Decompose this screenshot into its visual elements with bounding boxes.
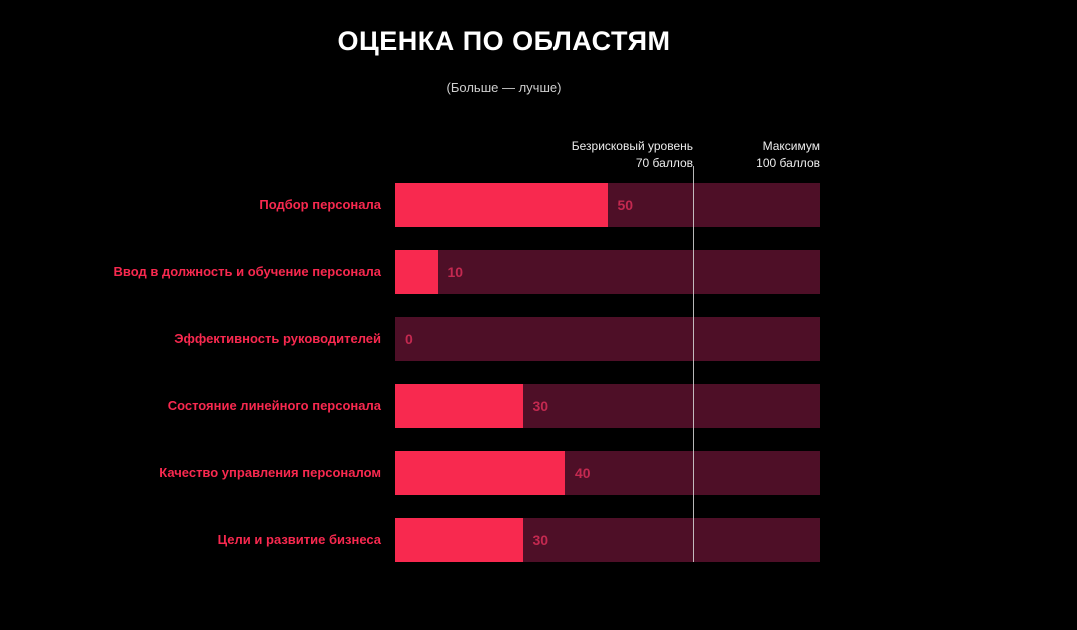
bar-fill <box>395 384 523 428</box>
risk-threshold-annotation-line2: 70 баллов <box>635 156 693 171</box>
value-label: 10 <box>447 264 464 280</box>
bar-fill <box>395 183 608 227</box>
bar-row: Ввод в должность и обучение персонала 10 <box>0 250 820 294</box>
bar-track: 40 <box>395 451 820 495</box>
bar-row: Состояние линейного персонала 30 <box>0 384 820 428</box>
bar-track: 30 <box>395 518 820 562</box>
bar-track: 30 <box>395 384 820 428</box>
max-annotation-line1: Максимум <box>762 139 820 153</box>
bar-track: 10 <box>395 250 820 294</box>
bar-row: Эффективность руководителей 0 <box>0 317 820 361</box>
value-label: 30 <box>532 398 549 414</box>
category-label: Подбор персонала <box>259 196 381 212</box>
category-label: Эффективность руководителей <box>174 330 381 346</box>
category-label: Состояние линейного персонала <box>167 397 381 413</box>
bar-fill <box>395 518 523 562</box>
bar-chart: Подбор персонала 50 Ввод в должность и обу… <box>0 183 820 585</box>
bar-row: Качество управления персоналом 40 <box>0 451 820 495</box>
bar-row: Подбор персонала 50 <box>0 183 820 227</box>
bar-track: 50 <box>395 183 820 227</box>
value-label: 0 <box>405 331 413 347</box>
value-label: 40 <box>575 465 591 481</box>
chart-subtitle: (Больше — лучше) <box>446 80 562 95</box>
risk-threshold-line <box>693 166 694 562</box>
bar-fill <box>395 250 438 294</box>
risk-threshold-annotation: Безрисковый уровень 70 баллов <box>572 138 693 173</box>
value-label: 50 <box>617 197 634 213</box>
category-label: Ввод в должность и обучение персонала <box>113 263 381 279</box>
risk-threshold-annotation-line1: Безрисковый уровень <box>571 139 693 153</box>
bar-row: Цели и развитие бизнеса 30 <box>0 518 820 562</box>
bar-track: 0 <box>395 317 820 361</box>
max-annotation-line2: 100 баллов <box>756 156 820 171</box>
bar-fill <box>395 451 565 495</box>
category-label: Цели и развитие бизнеса <box>217 531 381 547</box>
chart-title: ОЦЕНКА ПО ОБЛАСТЯМ <box>337 26 671 56</box>
max-annotation: Максимум 100 баллов <box>756 138 820 173</box>
value-label: 30 <box>532 532 549 548</box>
category-label: Качество управления персоналом <box>159 464 381 480</box>
